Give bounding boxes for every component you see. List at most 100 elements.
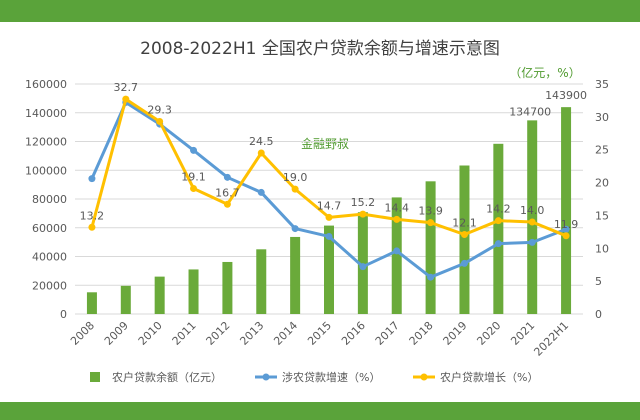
legend-swatch <box>90 372 100 382</box>
line-value-label: 14.4 <box>384 201 409 214</box>
bar <box>222 261 233 314</box>
series-point <box>460 259 468 267</box>
left-tick-label: 100000 <box>25 164 67 177</box>
series-point <box>325 213 333 221</box>
series-point <box>562 225 570 233</box>
bar <box>86 292 97 314</box>
series-point <box>325 232 333 240</box>
legend-label: 农户贷款增长（%） <box>440 370 538 384</box>
legend: 农户贷款余额（亿元） 涉农贷款增速（%） 农户贷款增长（%） <box>90 370 538 384</box>
right-tick-label: 20 <box>595 177 609 190</box>
lines-layer <box>88 95 570 281</box>
left-tick-label: 20000 <box>32 279 67 292</box>
legend-item: 涉农贷款增速（%） <box>255 370 380 384</box>
x-tick-label: 2017 <box>373 319 402 348</box>
line-value-label: 14.2 <box>486 203 511 216</box>
series-point <box>494 217 502 225</box>
line-value-label: 16.7 <box>215 186 240 199</box>
line-value-label: 14.0 <box>520 204 545 217</box>
left-tick-label: 80000 <box>32 193 67 206</box>
series-point <box>393 215 401 223</box>
legend-item: 农户贷款增长（%） <box>413 370 538 384</box>
left-tick-label: 0 <box>60 308 67 321</box>
data-labels-layer: 134700 143900 13.2 32.7 29.3 19.1 16.7 24.5 19.0… <box>80 81 587 231</box>
right-tick-label: 15 <box>595 209 609 222</box>
line-value-label: 15.2 <box>351 196 376 209</box>
legend-item: 农户贷款余额（亿元） <box>90 370 222 384</box>
bar <box>493 143 504 314</box>
line-value-label: 12.1 <box>452 216 477 229</box>
series-point <box>122 95 130 103</box>
series-point <box>291 225 299 233</box>
left-tick-label: 120000 <box>25 136 67 149</box>
bar <box>391 197 402 314</box>
right-tick-label: 0 <box>595 308 602 321</box>
bar <box>324 225 334 314</box>
x-tick-label: 2018 <box>407 319 436 348</box>
series-point <box>291 185 299 193</box>
line-value-label: 13.9 <box>418 205 443 218</box>
right-tick-label: 25 <box>595 144 609 157</box>
bar-value-label: 134700 <box>509 105 551 118</box>
x-tick-label: 2013 <box>237 319 266 348</box>
x-tick-label: 2020 <box>474 319 503 348</box>
series-point <box>88 223 96 231</box>
line-value-label: 14.7 <box>317 199 342 212</box>
line-value-label: 19.1 <box>181 170 206 183</box>
bar <box>290 236 301 314</box>
x-tick-label: 2019 <box>441 319 470 348</box>
series-point <box>190 184 198 192</box>
bar <box>357 212 368 314</box>
series-point <box>359 263 367 271</box>
bar <box>188 269 199 314</box>
series-point <box>156 117 164 125</box>
bar <box>425 181 436 314</box>
left-tick-label: 160000 <box>25 78 67 91</box>
series-point <box>562 232 570 240</box>
x-tick-label: 2011 <box>170 319 199 348</box>
left-tick-label: 60000 <box>32 222 67 235</box>
line-value-label: 11.9 <box>554 218 579 231</box>
x-axis-ticks: 2008 2009 2010 2011 2012 2013 2014 2015 2016 2017… <box>68 319 571 359</box>
line-value-label: 32.7 <box>114 81 139 94</box>
series-point <box>528 218 536 226</box>
bar <box>120 285 131 314</box>
right-tick-label: 30 <box>595 111 609 124</box>
series-point <box>223 200 231 208</box>
bar <box>154 276 165 314</box>
bottom-banner <box>0 402 640 420</box>
x-tick-label: 2021 <box>508 319 537 348</box>
series-point <box>257 188 265 196</box>
series-point <box>528 238 536 246</box>
bar <box>459 165 470 314</box>
series-point <box>257 149 265 157</box>
bars-layer <box>86 107 572 315</box>
right-tick-label: 10 <box>595 242 609 255</box>
line-value-label: 19.0 <box>283 171 308 184</box>
line-value-label: 24.5 <box>249 135 274 148</box>
left-tick-label: 140000 <box>25 107 67 120</box>
x-tick-label: 2008 <box>68 319 97 348</box>
series-point <box>359 210 367 218</box>
legend-marker <box>262 373 270 381</box>
x-tick-label: 2012 <box>204 319 233 348</box>
chart-title: 2008-2022H1 全国农户贷款余额与增速示意图 <box>140 39 500 59</box>
line-value-label: 13.2 <box>80 209 105 222</box>
legend-label: 农户贷款余额（亿元） <box>112 370 222 384</box>
left-tick-label: 40000 <box>32 251 67 264</box>
x-tick-label: 2014 <box>271 319 300 348</box>
x-tick-label: 2015 <box>305 319 334 348</box>
series-point <box>190 146 198 154</box>
series-point <box>223 173 231 181</box>
x-tick-label: 2022H1 <box>531 319 571 359</box>
bar-value-label: 143900 <box>545 89 587 102</box>
line-value-label: 29.3 <box>147 103 172 116</box>
series-point <box>427 219 435 227</box>
series-point <box>393 247 401 255</box>
series-point <box>427 273 435 281</box>
watermark: 金融野叔 <box>301 136 349 151</box>
legend-label: 涉农贷款增速（%） <box>282 370 380 384</box>
right-tick-label: 5 <box>595 275 602 288</box>
